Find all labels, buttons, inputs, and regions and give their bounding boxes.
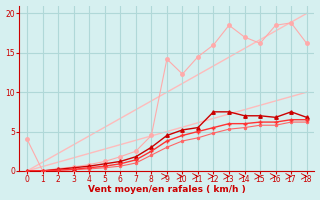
X-axis label: Vent moyen/en rafales ( km/h ): Vent moyen/en rafales ( km/h ) bbox=[88, 185, 246, 194]
